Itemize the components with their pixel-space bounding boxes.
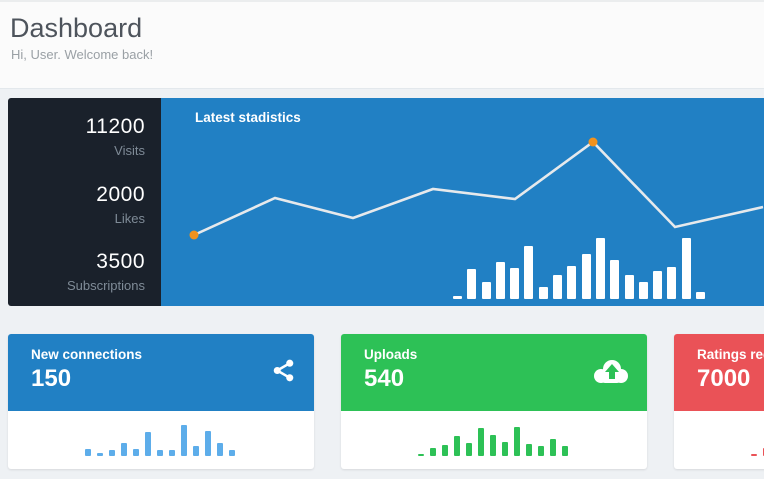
sparkline-bar xyxy=(133,449,139,456)
card-label: Uploads xyxy=(364,347,418,362)
sparkline-bar xyxy=(418,454,424,456)
sparkline-bar xyxy=(538,446,544,456)
card-value: 7000 xyxy=(697,365,751,392)
sparkline-bar xyxy=(217,443,223,456)
page-title: Dashboard xyxy=(10,13,143,43)
sparkline-bar xyxy=(502,442,508,456)
summary-card-new-connections[interactable]: New connections 150 xyxy=(8,334,314,469)
stat-item: 11200 Visits xyxy=(18,115,145,158)
activity-bar xyxy=(467,269,477,299)
activity-bar xyxy=(510,268,520,299)
card-label: New connections xyxy=(31,347,143,362)
share-icon xyxy=(271,358,296,383)
activity-bar xyxy=(610,260,620,299)
sparkline-bar xyxy=(85,449,91,456)
sparkline-bar xyxy=(490,435,496,456)
stat-item: 2000 Likes xyxy=(18,183,145,226)
sparkline-bar xyxy=(121,443,127,456)
sparkline-bar xyxy=(205,431,211,456)
cloud-upload-icon xyxy=(594,360,628,383)
sparkline-bar xyxy=(430,448,436,456)
card-header: New connections 150 xyxy=(8,334,314,411)
sparkline-bar xyxy=(466,443,472,456)
card-label: Ratings received xyxy=(697,347,764,362)
card-header: Ratings received 7000 xyxy=(674,334,764,411)
sparkline-bar xyxy=(514,427,520,456)
card-body xyxy=(341,411,647,469)
card-sparkline xyxy=(751,427,764,456)
sparkline-bar xyxy=(97,453,103,456)
activity-bar xyxy=(581,254,591,299)
activity-bar xyxy=(624,275,634,299)
sparkline-bar xyxy=(145,432,151,456)
sparkline-bar xyxy=(442,445,448,456)
welcome-text: Hi, User. Welcome back! xyxy=(11,47,154,62)
activity-bar xyxy=(567,266,577,299)
content: 11200 Visits 2000 Likes 3500 Subscriptio… xyxy=(0,98,764,469)
top-row: 11200 Visits 2000 Likes 3500 Subscriptio… xyxy=(8,98,764,306)
latest-statistics-panel: Latest stadistics xyxy=(161,98,764,306)
cloud-upload-icon xyxy=(593,358,629,385)
stat-item: 3500 Subscriptions xyxy=(18,250,145,293)
activity-bar xyxy=(495,262,505,299)
sparkline-bar xyxy=(181,425,187,456)
page-header: Dashboard Hi, User. Welcome back! xyxy=(0,0,764,89)
sparkline-bar xyxy=(550,439,556,456)
activity-bar xyxy=(453,296,462,299)
activity-bar xyxy=(681,238,691,299)
sparkline-bar xyxy=(751,454,757,456)
cards-row: New connections 150 Uploads 540 Ratings … xyxy=(8,334,764,469)
activity-bar xyxy=(638,282,648,299)
sparkline-bar xyxy=(109,450,115,456)
card-sparkline xyxy=(85,425,235,456)
line-series xyxy=(193,140,764,237)
stats-panel: 11200 Visits 2000 Likes 3500 Subscriptio… xyxy=(8,98,161,306)
stat-label: Visits xyxy=(114,143,145,158)
stat-label: Likes xyxy=(114,210,145,226)
stat-label: Subscriptions xyxy=(66,278,145,293)
summary-card-uploads[interactable]: Uploads 540 xyxy=(341,334,647,469)
card-header: Uploads 540 xyxy=(341,334,647,411)
card-sparkline xyxy=(418,427,568,456)
activity-bar xyxy=(696,292,706,299)
visits-line-chart xyxy=(189,137,764,240)
sparkline-bar xyxy=(478,428,484,456)
share-icon xyxy=(273,359,294,382)
activity-bar xyxy=(538,287,548,299)
sparkline-bar xyxy=(157,450,163,456)
card-body xyxy=(674,411,764,469)
stat-value: 2000 xyxy=(96,182,145,206)
activity-bar xyxy=(524,246,534,299)
line-marker xyxy=(588,137,598,147)
activity-bar xyxy=(667,267,677,299)
activity-bar xyxy=(595,238,605,299)
stat-value: 11200 xyxy=(85,115,145,138)
activity-bar-chart xyxy=(453,238,706,299)
card-value: 150 xyxy=(31,365,72,392)
sparkline-bar xyxy=(169,450,175,456)
card-value: 540 xyxy=(364,365,405,392)
sparkline-bar xyxy=(526,444,532,456)
card-body xyxy=(8,411,314,469)
sparkline-bar xyxy=(229,450,235,456)
sparkline-bar xyxy=(562,446,568,456)
activity-bar xyxy=(653,271,663,299)
activity-bar xyxy=(553,275,563,299)
sparkline-bar xyxy=(454,436,460,456)
stat-value: 3500 xyxy=(96,250,145,273)
activity-bar xyxy=(481,282,491,299)
summary-card-ratings-received[interactable]: Ratings received 7000 xyxy=(674,334,764,469)
latest-statistics-title: Latest stadistics xyxy=(195,110,301,125)
line-marker xyxy=(189,230,199,240)
sparkline-bar xyxy=(193,446,199,456)
